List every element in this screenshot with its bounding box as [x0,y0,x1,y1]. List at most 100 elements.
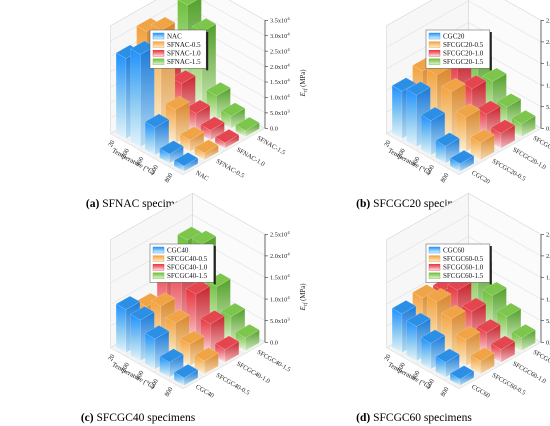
gridline [110,214,266,262]
legend-swatch [428,58,441,65]
bar-top-face [391,77,417,92]
z-tick-label: 2.5x104 [270,230,290,239]
legend-swatch [428,272,441,279]
x-tick-label: 20 [383,139,392,148]
legend-swatch [428,255,441,262]
legend-swatch [152,41,165,48]
legend-shadow [206,32,209,71]
series-tick-label: SFNAC-1.0 [235,146,266,168]
bar-front-face [391,85,403,139]
legend-label: CGC40 [167,246,189,254]
bar-top-face [455,326,481,340]
series-tick-label: CGC20 [470,170,491,186]
z-tick-label: 1.0x104 [546,295,550,304]
bar-SFCGC40-1.0-800 [214,335,240,363]
z-tick-label: 0.0 [546,340,550,347]
legend-swatch [428,50,441,57]
z-tick-label: 1.0x104 [270,295,290,304]
bar-SFCGC60-0.5-800 [470,347,495,375]
bar-top-face [461,297,487,312]
panel-letter: (b) [356,198,370,210]
bar-top-face [144,113,170,128]
x-tick-label: 20 [383,353,392,362]
legend-swatch [152,58,165,65]
series-tick-label: SFNAC-0.5 [215,158,246,180]
x-tick-label: 800 [164,172,175,184]
bar-top-face [420,106,446,121]
z-tick-label: 1.0x104 [546,81,550,90]
x-tick-label: 600 [425,164,436,176]
legend-shadow [213,246,216,285]
bar-NAC-800 [173,152,199,172]
bar-top-face [206,82,231,96]
z-tick-label: 1.0x104 [270,93,290,102]
x-tick-label: 400 [411,370,422,382]
bar-top-face [206,273,231,287]
bar-top-face [406,312,431,327]
bar-SFNAC-1.0-800 [214,129,240,149]
legend-swatch [152,272,165,279]
series-tick-label: SFCGC20-1.0 [511,146,547,171]
chart-panel-1: 0.0 5.0x103 1.0x104 1.5x104 2.0x104 2.5x104 3.… [86,0,309,210]
chart-panel-3: 0.0 5.0x103 1.0x104 1.5x104 2.0x104 2.5x104 Ec… [81,192,309,424]
bar-top-face [496,93,522,108]
bar-SFNAC-1.0-600 [200,116,225,141]
gridline [386,22,542,70]
bar-top-face [185,280,211,295]
legend-label: SFNAC-0.5 [167,41,201,49]
gridline [386,0,542,26]
z-tick-label: 0.0 [270,340,278,347]
x-tick-label: 200 [396,362,407,374]
floor-gridline [386,347,460,389]
gridline [110,0,266,26]
z-tick-label: 2.0x104 [270,252,290,261]
bar-top-face [173,152,199,167]
floor-gridline [386,133,460,175]
bar-front-face [130,48,141,148]
bar-top-face [441,78,466,92]
bar-CGC40-800 [173,364,199,386]
bar-top-face [165,95,190,110]
bar-CGC20-800 [449,150,475,172]
bar-top-face [194,347,219,362]
z-tick-label: 0.0 [546,126,550,133]
bar-top-face [144,325,170,340]
bar-top-face [441,305,466,319]
panel-caption-text: SFCGC60 specimens [370,412,472,424]
legend-label: SFCGC20-0.5 [443,41,484,49]
z-tick-label: 2.5x104 [270,47,290,56]
z-tick-label: 2.5x104 [546,230,550,239]
legend-swatch [428,41,441,48]
bar-front-face [115,52,127,139]
bar-top-face [449,365,475,380]
panel-letter: (d) [356,412,370,424]
legend-label: SFCGC40-0.5 [167,255,208,263]
floor-gridline [110,133,184,175]
z-tick-label: 2.5x104 [546,16,550,25]
legend-label: SFCGC60-1.0 [443,264,484,272]
bar-top-face [482,281,507,296]
bar-top-face [435,348,460,363]
x-tick-label: 800 [440,172,451,184]
panel-caption-text: SFCGC40 specimens [94,412,196,424]
legend-swatch [152,264,165,271]
x-tick-label: 20 [107,353,116,362]
z-tick-label: 0.0 [270,126,278,133]
bar-CGC60-800 [449,365,475,386]
bar-top-face [159,140,184,155]
z-tick-label: 2.0x104 [546,252,550,261]
bar-top-face [235,324,260,338]
bar-SFCGC40-0.5-800 [194,347,219,375]
z-axis-title: Ecf (MPa) [300,284,309,312]
bar-SFCGC20-1.5-800 [511,110,536,137]
gridline [386,214,542,262]
bar-SFCGC60-1.0-800 [490,335,516,363]
bar-top-face [171,70,196,84]
bar-top-face [220,302,246,317]
bar-top-face [173,364,199,378]
bar-top-face [435,132,460,147]
floor-gridline [110,347,184,389]
